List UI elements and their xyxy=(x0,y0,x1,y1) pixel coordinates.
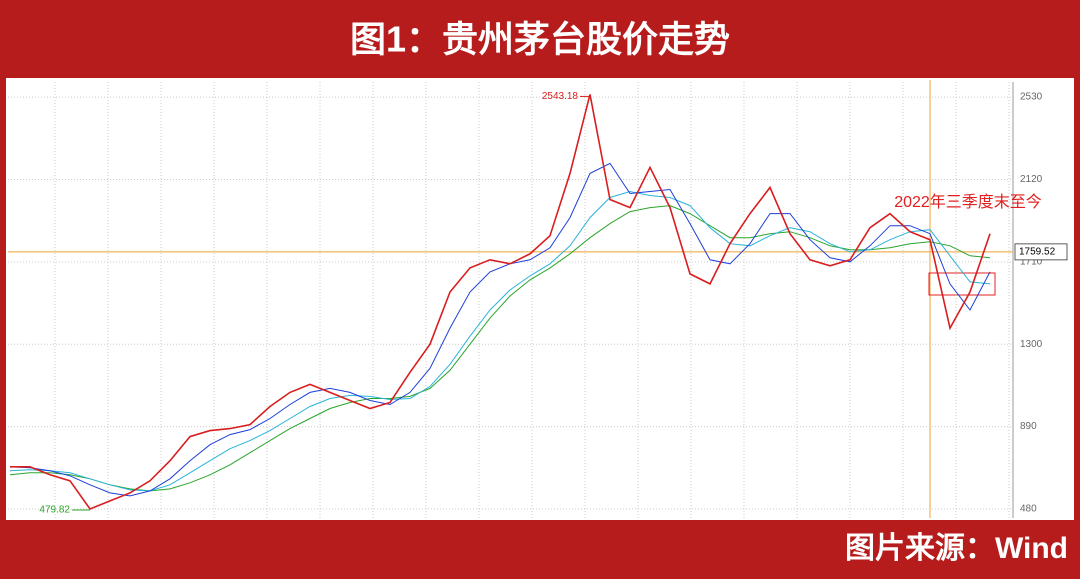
reference-label: 1759.52 xyxy=(1019,247,1056,258)
highlight-box xyxy=(928,272,996,296)
moving-average-line xyxy=(9,162,991,497)
y-tick-label: 1710 xyxy=(1020,256,1043,267)
annotation: 2022年三季度末至今 xyxy=(894,193,1042,211)
y-tick-label: 2120 xyxy=(1020,174,1043,185)
plot-background xyxy=(6,78,1074,520)
high-label: 2543.18 xyxy=(542,91,579,102)
y-tick-label: 2530 xyxy=(1020,92,1043,103)
moving-average-line xyxy=(9,205,991,492)
source-note: 图片来源：Wind xyxy=(845,532,1068,565)
low-label: 479.82 xyxy=(39,505,70,516)
moving-average-line xyxy=(9,190,991,492)
y-tick-label: 890 xyxy=(1020,421,1037,432)
y-tick-label: 480 xyxy=(1020,504,1037,515)
y-tick-label: 1300 xyxy=(1020,339,1043,350)
chart-title: 图1：贵州茅台股价走势 xyxy=(350,19,730,60)
price-line xyxy=(10,94,991,510)
reference-label-box xyxy=(1014,243,1068,261)
